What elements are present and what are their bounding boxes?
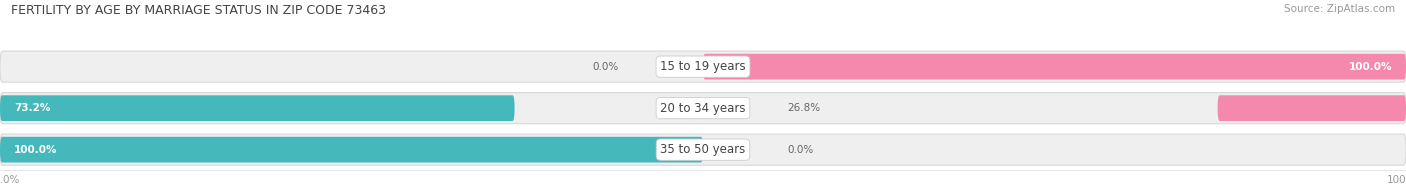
Text: 0.0%: 0.0% — [592, 62, 619, 72]
FancyBboxPatch shape — [0, 137, 703, 162]
Text: FERTILITY BY AGE BY MARRIAGE STATUS IN ZIP CODE 73463: FERTILITY BY AGE BY MARRIAGE STATUS IN Z… — [11, 4, 387, 17]
Text: 73.2%: 73.2% — [14, 103, 51, 113]
Text: 26.8%: 26.8% — [787, 103, 821, 113]
Text: 100.0%: 100.0% — [14, 145, 58, 155]
FancyBboxPatch shape — [703, 54, 1406, 80]
Text: 0.0%: 0.0% — [787, 145, 814, 155]
Text: 100.0%: 100.0% — [1348, 62, 1392, 72]
FancyBboxPatch shape — [0, 51, 1406, 82]
FancyBboxPatch shape — [0, 95, 515, 121]
Text: 15 to 19 years: 15 to 19 years — [661, 60, 745, 73]
FancyBboxPatch shape — [0, 93, 1406, 124]
FancyBboxPatch shape — [0, 134, 1406, 165]
Text: 20 to 34 years: 20 to 34 years — [661, 102, 745, 115]
Text: Source: ZipAtlas.com: Source: ZipAtlas.com — [1284, 4, 1395, 14]
FancyBboxPatch shape — [1218, 95, 1406, 121]
Text: 35 to 50 years: 35 to 50 years — [661, 143, 745, 156]
